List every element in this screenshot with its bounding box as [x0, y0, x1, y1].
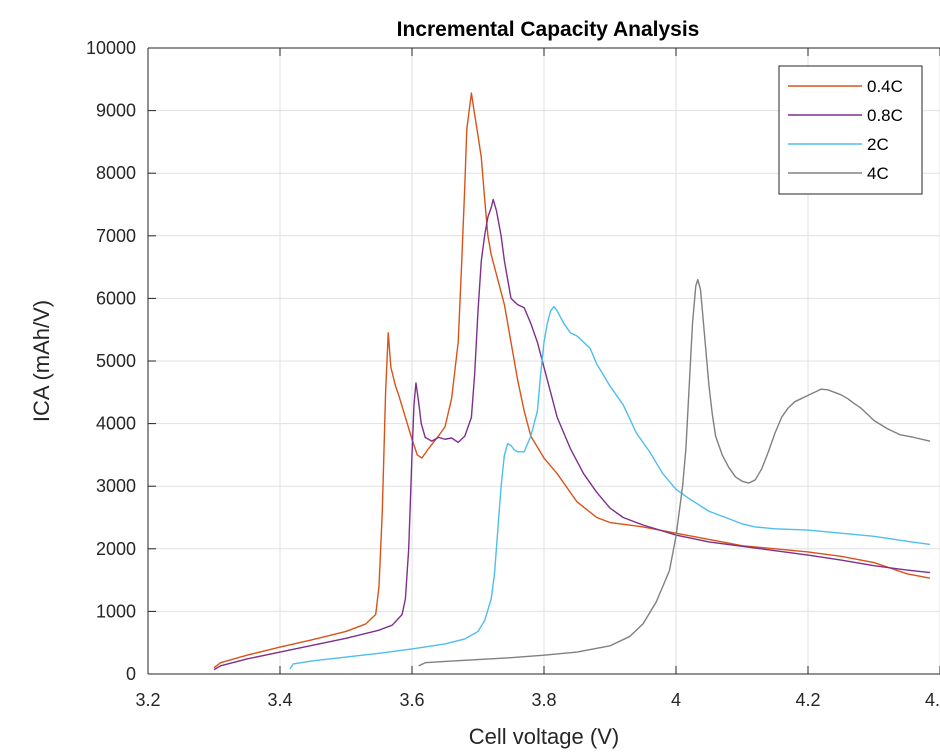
y-axis-ticks: 0 1000 2000 3000 4000 5000 6000 7000 8000 9000 100… [86, 38, 156, 684]
y-tick-label: 10000 [86, 38, 136, 58]
chart-title: Incremental Capacity Analysis [397, 18, 700, 41]
x-tick-label: 3.8 [531, 690, 556, 710]
series-line-2C [289, 305, 931, 670]
legend-label-0.8C: 0.8C [867, 106, 903, 125]
series-line-4C [418, 278, 931, 667]
x-axis-ticks: 3.2 3.4 3.6 3.8 4 4.2 4. [135, 48, 940, 710]
legend-label-2C: 2C [867, 135, 889, 154]
y-axis-label: ICA (mAh/V) [29, 300, 54, 422]
x-tick-label: 3.6 [399, 690, 424, 710]
y-tick-label: 4000 [96, 414, 136, 434]
legend: 0.4C 0.8C 2C 4C [778, 65, 923, 195]
x-tick-label: 4. [925, 690, 940, 710]
y-tick-label: 5000 [96, 351, 136, 371]
x-axis-label: Cell voltage (V) [469, 724, 619, 749]
x-tick-label: 4.2 [795, 690, 820, 710]
y-tick-label: 9000 [96, 101, 136, 121]
y-tick-label: 1000 [96, 601, 136, 621]
grid [147, 47, 940, 675]
y-tick-label: 7000 [96, 226, 136, 246]
y-tick-label: 0 [126, 664, 136, 684]
y-tick-label: 2000 [96, 539, 136, 559]
legend-label-4C: 4C [867, 164, 889, 183]
series-layer [213, 92, 931, 671]
y-tick-label: 6000 [96, 288, 136, 308]
x-tick-label: 3.4 [267, 690, 292, 710]
series-line-0.8C [213, 198, 931, 671]
series-line-0.4C [213, 92, 931, 669]
y-tick-label: 8000 [96, 163, 136, 183]
x-tick-label: 3.2 [135, 690, 160, 710]
y-tick-label: 3000 [96, 476, 136, 496]
x-tick-label: 4 [671, 690, 681, 710]
legend-label-0.4C: 0.4C [867, 77, 903, 96]
